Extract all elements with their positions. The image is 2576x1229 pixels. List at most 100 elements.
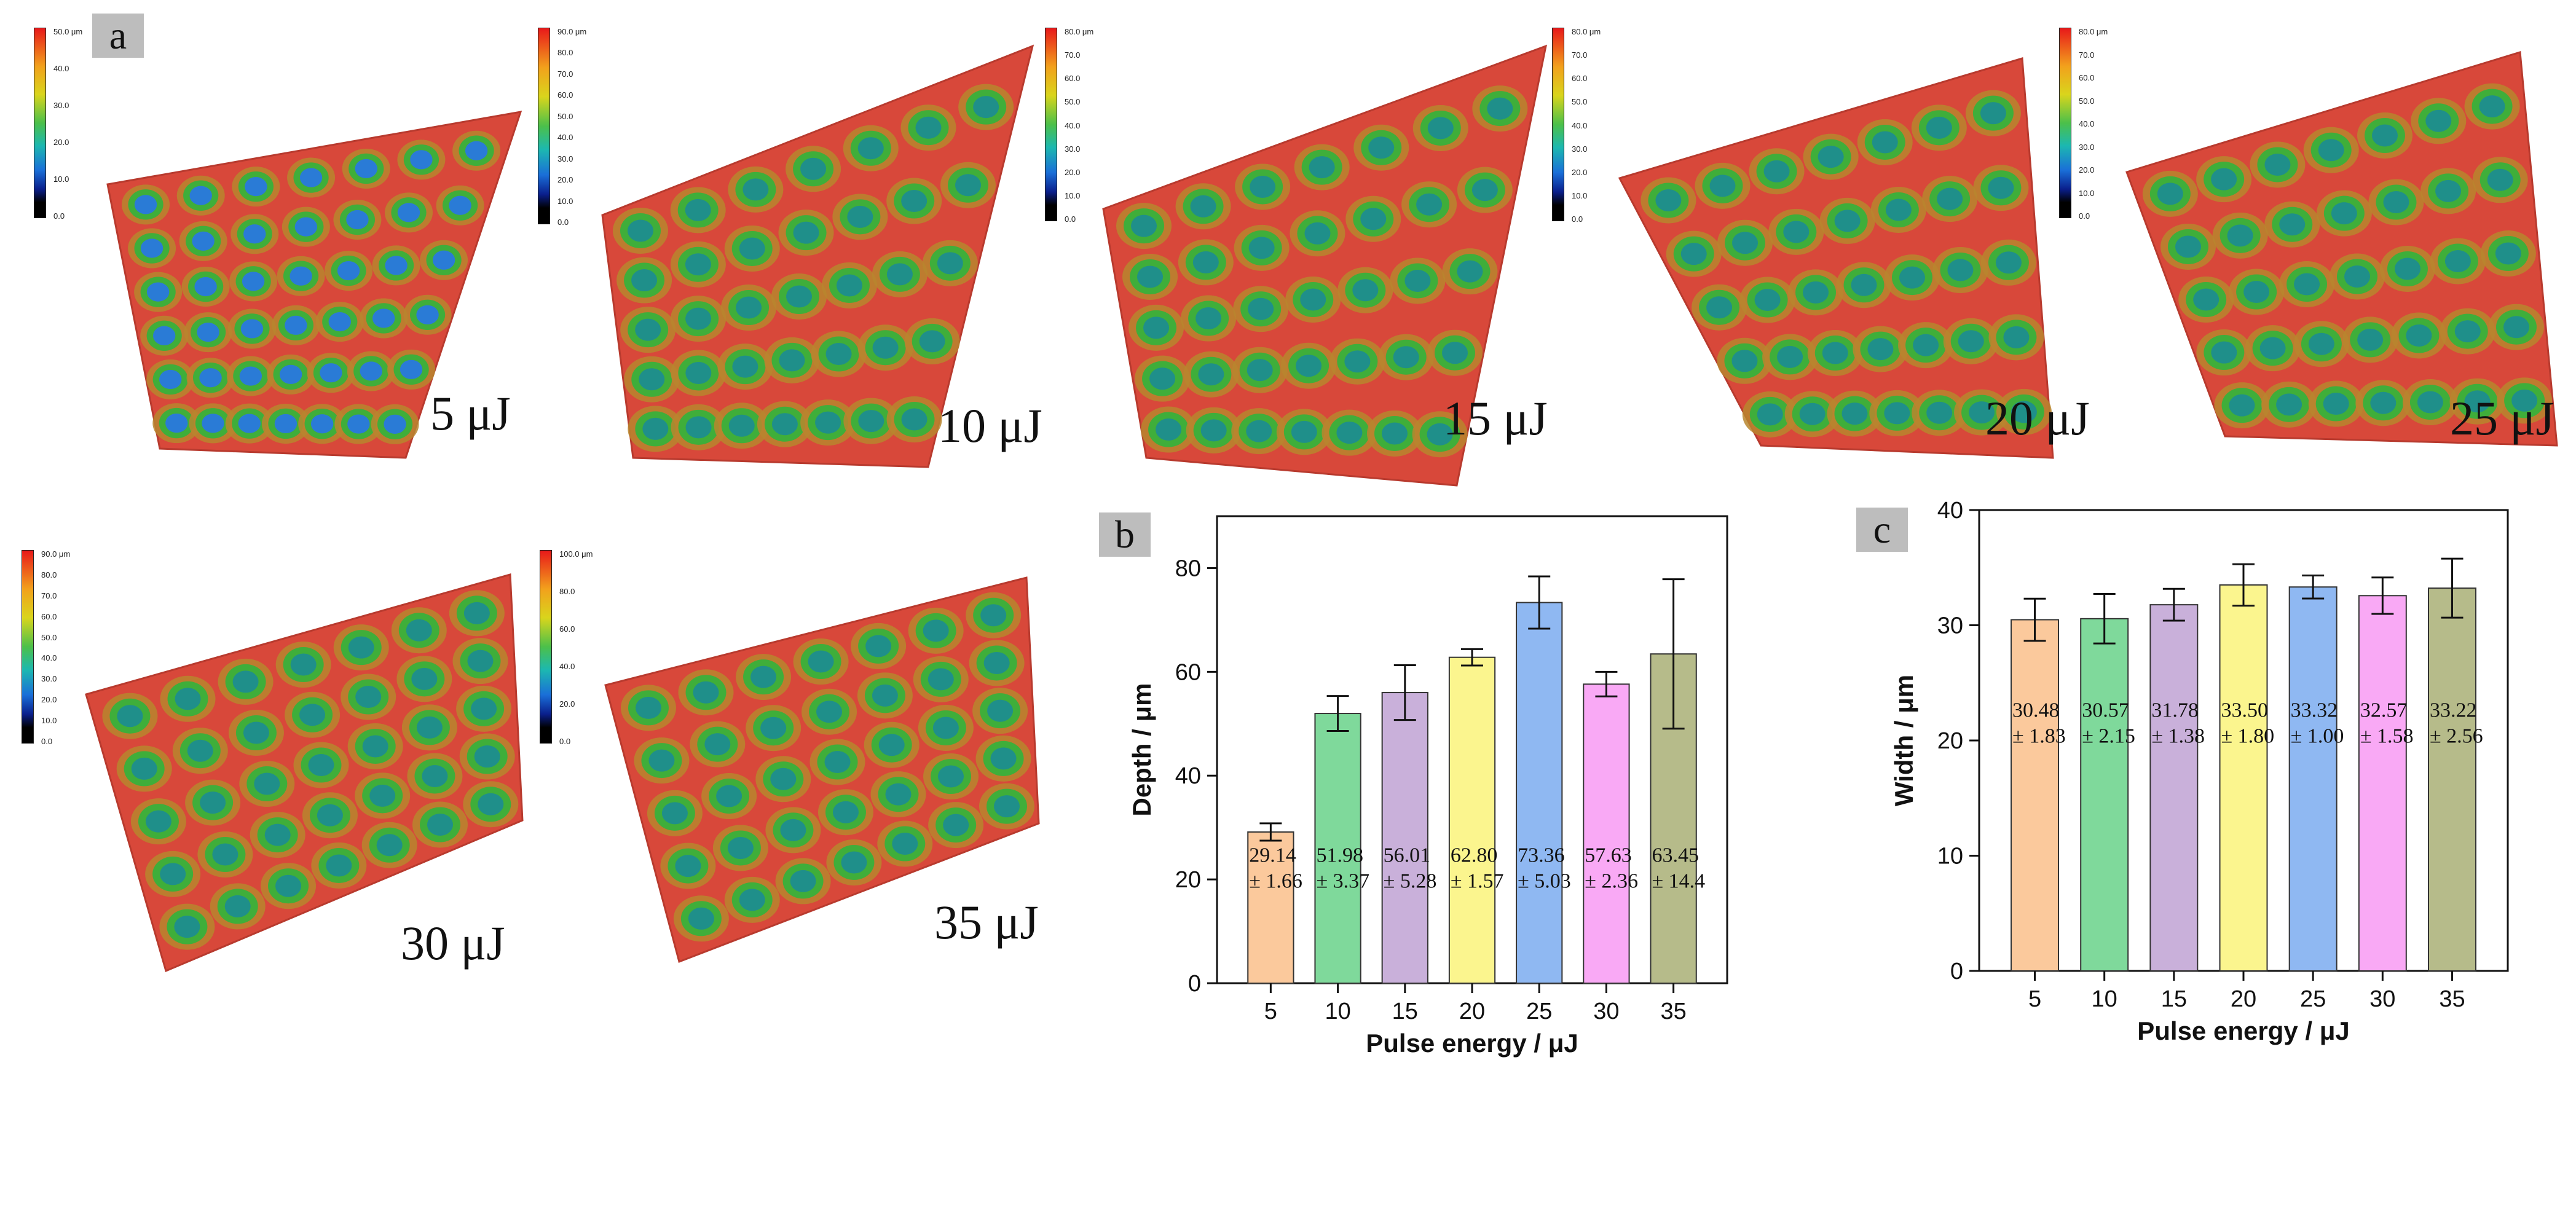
bar-value-label: 30.48 [2012,699,2060,721]
crater-core [308,754,334,776]
crater-core [1195,307,1222,330]
crater-core [790,870,816,892]
bar-error-label: ± 1.66 [1249,870,1302,893]
crater-core [739,237,765,260]
crater-core [1156,418,1182,441]
crater-core [987,699,1014,722]
crater-core [1980,102,2006,125]
crater-core [1732,232,1759,254]
colorbar-tick-label: 30.0 [557,154,573,163]
crater-core [2193,288,2220,311]
y-tick-label: 20 [1937,728,1963,754]
crater-core [832,801,859,823]
y-axis-title: Depth / μm [1127,683,1156,816]
colorbar-tick-label: 20.0 [53,138,69,147]
crater-core [2503,316,2529,339]
crater-core [238,414,261,433]
colorbar-tick-label: 0.0 [559,737,571,746]
colorbar-tick-label: 30.0 [2079,142,2095,152]
colorbar-tick-label: 0.0 [557,218,569,227]
bar-10 [1314,713,1361,984]
y-tick-label: 20 [1175,867,1201,893]
colorbar-tick-label: 20.0 [1065,167,1081,177]
crater-core [337,261,360,281]
crater-core [1296,355,1322,377]
colorbar-tick-label: 80.0 μm [2079,27,2108,36]
chart-width-svg: 0 10 20 30 40 5 30.48 ± 1.83 10 30.57 ± 2.15 15 31.7… [1889,498,2509,1045]
crater-core [836,274,862,297]
bar-error-label: ± 1.57 [1451,870,1504,893]
bar-value-label: 73.36 [1518,844,1565,867]
crater-core [2479,95,2505,118]
crater-core [131,757,157,780]
bar-5 [2011,619,2059,972]
crater-core [727,836,754,859]
crater-core [990,747,1017,770]
chart-width: 0 10 20 30 40 5 30.48 ± 1.83 10 30.57 ± 2.15 15 31.7… [1881,492,2545,1057]
crater-core [642,417,669,440]
crater-core [1995,251,2022,274]
crater-core [2454,320,2481,343]
colorbar-gradient [1552,28,1564,221]
colorbar-tick-label: 20.0 [2079,165,2095,175]
crater-core [808,650,834,673]
colorbar-gradient [1045,28,1057,221]
colorbar-tick-label: 70.0 [1065,50,1081,60]
crater-core [736,296,762,319]
colorbar-gradient [22,550,34,744]
crater-core [320,363,342,383]
crater-core [1250,175,1276,198]
bar-value-label: 33.50 [2221,699,2269,721]
crater-core [1416,193,1443,216]
bar-error-label: ± 14.4 [1652,870,1706,893]
bar-value-label: 31.78 [2151,699,2199,721]
crater-core [1143,316,1170,339]
x-tick-label: 10 [1325,999,1350,1024]
crater-core [1841,402,1868,425]
colorbar-tick-label: 10.0 [2079,188,2095,198]
crater-core [771,413,798,436]
crater-core [1709,175,1736,197]
x-tick-label: 5 [1264,999,1277,1024]
colorbar-gradient [538,28,550,224]
crater-core [346,210,369,230]
crater-core [1754,289,1781,312]
colorbar-15uj: 80.0 μm 70.0 60.0 50.0 40.0 30.0 20.0 10.0 0.0 [1045,28,1093,223]
crater-core [1757,403,1783,426]
bar-30 [2358,595,2407,972]
crater-core [980,604,1007,627]
colorbar-tick-label: 70.0 [557,69,573,79]
crater-core [194,277,217,297]
crater-core [1248,237,1275,259]
bar-value-label: 57.63 [1585,844,1632,867]
colorbar-gradient [540,550,552,744]
crater-core [2417,391,2443,414]
crater-core [919,330,945,353]
colorbar-tick-label: 60.0 [41,611,57,621]
crater-core [355,686,382,709]
y-tick-label: 40 [1937,498,1963,524]
colorbar-tick-label: 70.0 [41,591,57,600]
colorbar-tick-label: 10.0 [1065,190,1081,200]
colorbar-tick-label: 50.0 [41,632,57,642]
colorbar-tick-label: 80.0 [559,587,575,596]
crater-core [2371,124,2398,147]
colorbar-tick-label: 90.0 μm [557,27,587,36]
crater-core [160,863,186,885]
colorbar-gradient [34,28,46,218]
crater-core [463,602,490,624]
crater-core [1192,251,1219,273]
crater-core [174,916,200,938]
bar-error-label: ± 2.36 [1585,870,1638,893]
crater-core [1427,423,1453,446]
crater-core [1442,342,1468,364]
surface-map-svg [604,576,1040,963]
crater-core [2276,393,2302,416]
crater-core [1655,189,1682,212]
crater-core [290,266,312,286]
crater-core [915,116,942,139]
bar-value-label: 56.01 [1384,844,1431,867]
bar-error-label: ± 1.80 [2221,724,2275,747]
crater-core [1731,350,1758,372]
crater-core [2357,328,2384,351]
